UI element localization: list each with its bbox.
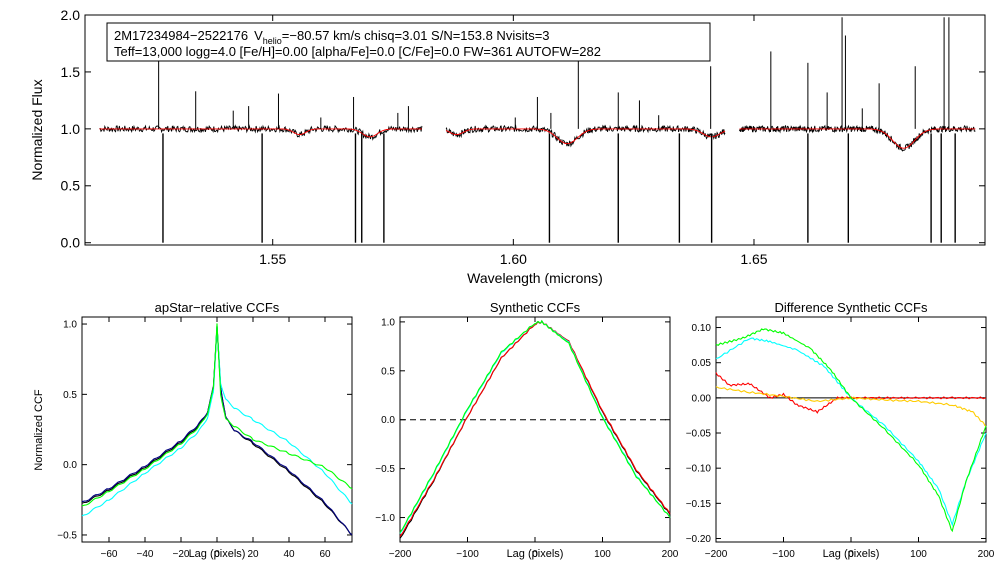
- difference-ccf-axis-ticks: −200 −100 0 100 200 −0.20 −0.15 −0.10 −0.05 0.00 0…: [686, 317, 995, 560]
- spectrum-info-line-2: Teff=13,000 logg=4.0 [Fe/H]=0.00 [alpha/…: [114, 44, 601, 59]
- apstar-ccf-xtick-label: 0: [214, 549, 220, 560]
- apstar-ccf-xtick-label: −40: [137, 549, 154, 560]
- difference-ccf-xtick-label: 200: [978, 549, 995, 560]
- spectrum-info-box: [106, 22, 711, 62]
- apstar-ccf-x-axis-label: Lag (pixels): [189, 548, 246, 560]
- spectrum-observed-chip-2: [445, 124, 726, 148]
- apstar-ccf-xtick-label: 40: [283, 549, 295, 560]
- difference-ccf-x-axis-label: Lag (pixels): [823, 548, 880, 560]
- difference-ccf-ytick-label: 0.05: [692, 358, 712, 369]
- synthetic-ccf-title: Synthetic CCFs: [490, 300, 581, 315]
- spectrum-xtick-label: 1.55: [259, 251, 286, 267]
- apstar-ccf-xtick-label: −20: [173, 549, 190, 560]
- spectrum-series: [99, 17, 976, 243]
- apstar-ccf-series-visit-4: [81, 323, 353, 507]
- spectrum-xtick-label: 1.65: [740, 251, 767, 267]
- difference-ccf-panel: Difference Synthetic CCFs −200 −100 0 100 20…: [686, 300, 995, 560]
- difference-ccf-series: [715, 328, 987, 533]
- apstar-ccf-title: apStar−relative CCFs: [155, 300, 280, 315]
- synthetic-ccf-series-visit-4: [399, 319, 671, 533]
- spectrum-panel: 1.55 1.60 1.65 0.0 0.5 1.0 1.5 2.0 2M17234984−2…: [29, 7, 986, 286]
- difference-ccf-plot-frame: [715, 316, 987, 543]
- spectrum-model-chip-1: [99, 128, 422, 138]
- difference-ccf-series-visit-3: [715, 337, 987, 527]
- apstar-ccf-ytick-label: 0.0: [63, 460, 77, 471]
- synthetic-ccf-ytick-label: −0.5: [375, 464, 395, 475]
- difference-ccf-ytick-label: 0.10: [692, 323, 712, 334]
- apstar-ccf-ytick-label: 0.5: [63, 390, 77, 401]
- spectrum-model-chip-3: [739, 128, 976, 149]
- spectrum-plot-frame: [84, 14, 986, 246]
- synthetic-ccf-series-visit-1: [399, 319, 671, 539]
- synthetic-ccf-ytick-label: 0.5: [381, 366, 395, 377]
- synthetic-ccf-ytick-label: 1.0: [381, 317, 395, 328]
- info-star-id: 2M17234984−2522176: [114, 28, 248, 43]
- difference-ccf-xtick-label: 0: [848, 549, 854, 560]
- info-v-subscript: helio: [263, 36, 282, 46]
- spectrum-ytick-label: 1.5: [61, 64, 81, 80]
- apstar-ccf-xtick-label: 60: [319, 549, 331, 560]
- spectrum-xtick-label: 1.60: [500, 251, 527, 267]
- difference-ccf-series-visit-2: [715, 386, 987, 427]
- info-line-1-rest: =−80.57 km/s chisq=3.01 S/N=153.8 Nvisit…: [282, 28, 550, 43]
- synthetic-ccf-plot-frame: [399, 316, 671, 543]
- synthetic-ccf-series-visit-3: [399, 319, 671, 534]
- difference-ccf-series-visit-4: [715, 328, 987, 533]
- apstar-ccf-ytick-label: 1.0: [63, 320, 77, 331]
- apstar-ccf-panel: apStar−relative CCFs −60 −40 −20 0 20 40 60 −0.…: [33, 300, 353, 560]
- synthetic-ccf-axis-ticks: −200 −100 0 100 200 −1.0 −0.5 0.0 0.5 1.0: [375, 317, 679, 560]
- spectrum-ytick-label: 2.0: [61, 7, 81, 23]
- apstar-ccf-series-visit-2: [81, 326, 353, 536]
- synthetic-ccf-xtick-label: 0: [532, 549, 538, 560]
- difference-ccf-xtick-label: −100: [772, 549, 795, 560]
- spectrum-observed-chip-1: [99, 124, 423, 141]
- difference-ccf-title: Difference Synthetic CCFs: [775, 300, 928, 315]
- difference-ccf-ytick-label: 0.00: [692, 393, 712, 404]
- apstar-ccf-plot-frame: [81, 316, 353, 543]
- apstar-ccf-series-visit-1: [81, 326, 353, 536]
- spectrum-x-axis-label: Wavelength (microns): [467, 270, 603, 286]
- synthetic-ccf-series-visit-2: [399, 319, 671, 537]
- difference-ccf-ytick-label: −0.20: [686, 534, 712, 545]
- spectrum-observed-chip-3: [739, 124, 976, 152]
- spectrum-model-chip-2: [445, 128, 726, 145]
- difference-ccf-ytick-label: −0.10: [686, 464, 712, 475]
- difference-ccf-ytick-label: −0.05: [686, 429, 712, 440]
- apstar-ccf-xtick-label: −60: [101, 549, 118, 560]
- spectrum-ytick-label: 0.5: [61, 178, 81, 194]
- apstar-ccf-y-axis-label: Normalized CCF: [33, 389, 45, 471]
- synthetic-ccf-ytick-label: −1.0: [375, 513, 395, 524]
- spectrum-y-axis-label: Normalized Flux: [29, 79, 45, 180]
- difference-ccf-xtick-label: 100: [910, 549, 927, 560]
- synthetic-ccf-x-axis-label: Lag (pixels): [507, 548, 564, 560]
- synthetic-ccf-series: [399, 319, 671, 539]
- apstar-ccf-series: [81, 323, 353, 536]
- difference-ccf-xtick-label: −200: [705, 549, 728, 560]
- synthetic-ccf-xtick-label: −200: [389, 549, 412, 560]
- synthetic-ccf-xtick-label: 200: [662, 549, 679, 560]
- apstar-ccf-series-visit-3: [81, 326, 353, 517]
- difference-ccf-ytick-label: −0.15: [686, 499, 712, 510]
- difference-ccf-series-visit-1: [715, 372, 987, 414]
- synthetic-ccf-xtick-label: −100: [456, 549, 479, 560]
- apstar-ccf-axis-ticks: −60 −40 −20 0 20 40 60 −0.5 0.0 0.5 1.0: [57, 317, 352, 560]
- synthetic-ccf-xtick-label: 100: [594, 549, 611, 560]
- apstar-ccf-xtick-label: 20: [247, 549, 259, 560]
- spectrum-info-line-1: 2M17234984−2522176 Vhelio=−80.57 km/s chi…: [114, 28, 550, 46]
- spectrum-axis-ticks: 1.55 1.60 1.65 0.0 0.5 1.0 1.5 2.0: [61, 7, 985, 267]
- synthetic-ccf-panel: Synthetic CCFs −200 −100 0 100 200 −1.0 −0.5 0.…: [375, 300, 679, 560]
- spectrum-ytick-label: 1.0: [61, 121, 81, 137]
- apstar-ccf-ytick-label: −0.5: [57, 530, 77, 541]
- info-v-symbol: V: [254, 28, 263, 43]
- spectrum-ytick-label: 0.0: [61, 235, 81, 251]
- synthetic-ccf-ytick-label: 0.0: [381, 415, 395, 426]
